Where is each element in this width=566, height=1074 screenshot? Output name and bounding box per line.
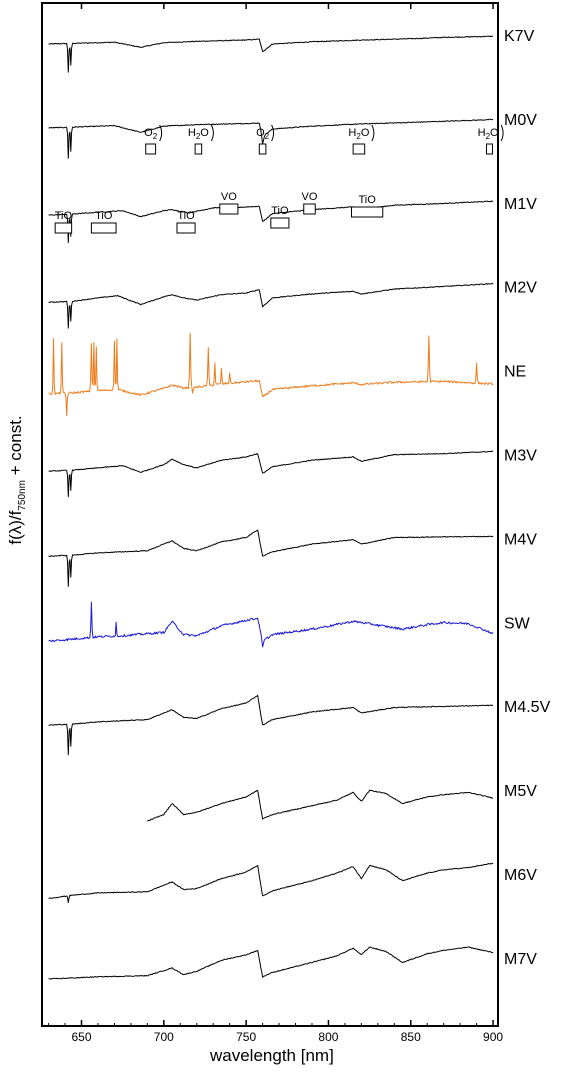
x-tick-label: 700 xyxy=(154,1030,174,1044)
band-label: TiO xyxy=(358,194,376,206)
series-line xyxy=(48,450,494,498)
band-label: TiO xyxy=(271,205,289,217)
series-label: M4V xyxy=(504,531,537,548)
y-axis-label-main: f(λ)/f xyxy=(5,510,25,545)
y-axis-label-sub: 750nm xyxy=(17,480,29,511)
plot-frame xyxy=(41,2,499,1027)
band-annotations: TiO TiO TiO VO TiO VO TiO O2 H2O O2 H2O H2O xyxy=(54,124,504,234)
band-box xyxy=(258,143,267,155)
x-axis: 650 700 750 800 850 900 xyxy=(48,3,503,1044)
band-box xyxy=(176,222,196,234)
series-line xyxy=(48,601,494,648)
x-tick-label: 900 xyxy=(483,1030,503,1044)
x-tick-label: 800 xyxy=(318,1030,338,1044)
series-label: M5V xyxy=(504,783,537,800)
x-tick-label: 650 xyxy=(71,1030,91,1044)
series-line xyxy=(48,529,494,587)
band-box xyxy=(219,203,239,215)
band-bracket xyxy=(500,124,504,142)
series-label: M2V xyxy=(504,280,537,297)
series-label: M3V xyxy=(504,448,537,465)
series-label: M0V xyxy=(504,112,537,129)
band-box xyxy=(145,143,157,155)
band-box xyxy=(54,222,73,234)
x-tick-label: 850 xyxy=(401,1030,421,1044)
band-bracket xyxy=(159,124,163,142)
band-box xyxy=(352,143,366,155)
band-label: VO xyxy=(221,191,237,203)
band-label: H2O xyxy=(478,127,499,141)
series-line xyxy=(48,333,494,416)
band-label: TiO xyxy=(177,210,195,222)
band-label: H2O xyxy=(188,127,209,141)
series-label: M4.5V xyxy=(504,699,551,716)
band-label: O2 xyxy=(144,127,158,141)
band-label: TiO xyxy=(95,210,113,222)
series-line xyxy=(48,118,494,159)
series-line xyxy=(48,862,494,904)
y-axis-label-wrap: f(λ)/f750nm + const. xyxy=(2,0,32,1074)
series-label: SW xyxy=(504,615,531,632)
band-box xyxy=(90,222,117,234)
series-line xyxy=(48,694,494,756)
series-labels: K7V M0V M1V M2V NE M3V M4V SW M4.5V M5V M6V M7V xyxy=(504,28,551,968)
band-box xyxy=(303,203,316,215)
y-axis-label: f(λ)/f750nm + const. xyxy=(6,415,28,544)
series-line xyxy=(48,200,494,243)
series-label: M7V xyxy=(504,951,537,968)
band-bracket xyxy=(210,124,214,142)
band-bracket xyxy=(271,124,275,142)
series-label: NE xyxy=(504,364,526,381)
band-box xyxy=(194,143,203,155)
band-box xyxy=(485,143,493,155)
band-label: VO xyxy=(302,191,318,203)
series-label: M6V xyxy=(504,867,537,884)
series-line xyxy=(48,946,494,980)
series-line xyxy=(48,282,494,329)
series-label: K7V xyxy=(504,28,535,45)
band-bracket xyxy=(371,124,375,142)
series-layer xyxy=(48,35,494,980)
y-axis-label-tail: + const. xyxy=(5,415,25,481)
series-line xyxy=(147,789,494,822)
band-label: TiO xyxy=(55,210,73,222)
series-label: M1V xyxy=(504,196,537,213)
band-label: O2 xyxy=(256,127,270,141)
x-tick-label: 750 xyxy=(236,1030,256,1044)
band-label: H2O xyxy=(348,127,369,141)
band-box xyxy=(350,206,384,218)
band-box xyxy=(270,217,290,229)
series-line xyxy=(48,35,494,73)
x-axis-label: wavelength [nm] xyxy=(210,1046,334,1065)
